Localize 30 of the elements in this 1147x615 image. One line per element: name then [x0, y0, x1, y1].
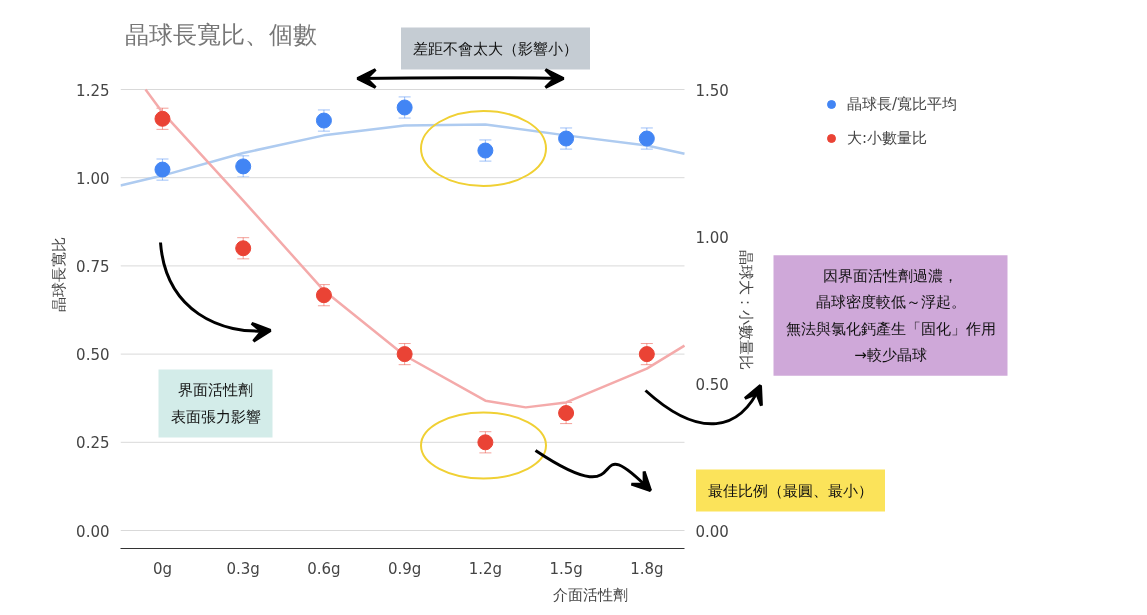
- y-tick-label: 1.00: [76, 169, 110, 188]
- y2-tick-label: 1.00: [695, 228, 729, 247]
- x-tick-label: 1.8g: [630, 559, 664, 578]
- annotation: 界面活性劑表面張力影響: [170, 381, 261, 426]
- x-tick-label: 1.5g: [549, 559, 583, 578]
- x-tick-label: 1.2g: [468, 559, 503, 578]
- x-tick-label: 0.6g: [307, 559, 341, 578]
- legend-label: 晶球長/寬比平均: [847, 94, 958, 114]
- y-tick-label: 1.25: [76, 81, 110, 100]
- x-axis-title: 介面活性劑: [553, 585, 628, 604]
- text: 最佳比例（最圓、最小）: [708, 481, 873, 500]
- x-tick-label: 0.3g: [226, 559, 260, 578]
- x-tick-label: 0g: [152, 559, 173, 578]
- chart-title: 晶球長寬比、個數: [124, 20, 317, 49]
- text: 因界面活性劑過濃，晶球密度較低～浮起。無法與氯化鈣產生「固化」作用→較少晶球: [785, 267, 996, 364]
- y-tick-label: 0.75: [76, 257, 110, 276]
- y2-tick-label: 1.50: [695, 81, 729, 100]
- y2-tick-label: 0.00: [695, 522, 729, 541]
- y-axis-title: 晶球長寬比: [50, 237, 69, 312]
- legend-label: 大:小數量比: [847, 128, 928, 148]
- y-tick-label: 0.25: [76, 434, 110, 453]
- text: 差距不會太大（影響小）: [413, 39, 578, 58]
- y2-tick-label: 0.50: [695, 375, 729, 394]
- y2-axis-title: 晶球大：小數量比: [736, 250, 755, 370]
- line-series: [120, 123, 686, 187]
- x-tick-label: 0.9g: [387, 559, 422, 578]
- line-series: [144, 88, 686, 409]
- y-tick-label: 0.00: [76, 522, 110, 541]
- point: [558, 405, 575, 421]
- y-tick-label: 0.50: [76, 346, 110, 365]
